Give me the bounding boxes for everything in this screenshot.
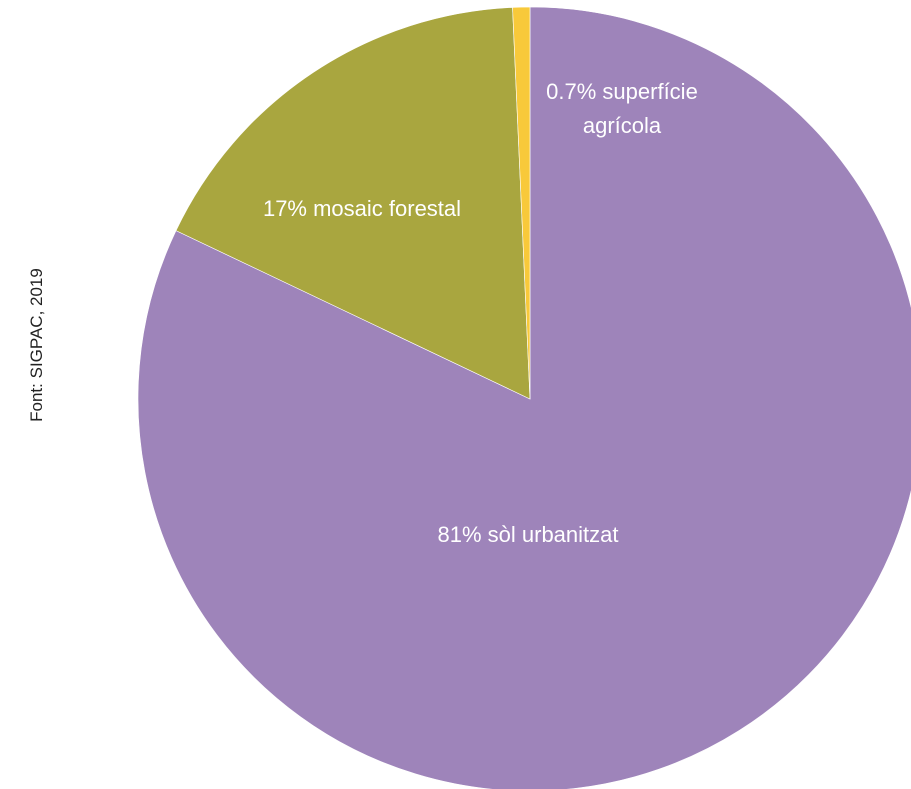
pie-slice-label-1: 17% mosaic forestal	[263, 196, 461, 221]
pie-slice-0	[137, 6, 911, 789]
pie-slice-label-2: 0.7% superfície agrícola	[546, 79, 698, 138]
pie-slice-2	[512, 6, 531, 400]
pie-labels: 81% sòl urbanitzat 17% mosaic forestal 0.7…	[263, 79, 698, 547]
pie-slice-label-line: agrícola	[583, 113, 662, 138]
pie-slice-1	[175, 7, 531, 400]
pie-slice-label-0: 81% sòl urbanitzat	[438, 522, 619, 547]
source-note: Font: SIGPAC, 2019	[27, 268, 46, 422]
pie-slices	[137, 6, 911, 789]
pie-slice-label-line: 81% sòl urbanitzat	[438, 522, 619, 547]
pie-slice-label-line: 17% mosaic forestal	[263, 196, 461, 221]
pie-slice-label-line: 0.7% superfície	[546, 79, 698, 104]
